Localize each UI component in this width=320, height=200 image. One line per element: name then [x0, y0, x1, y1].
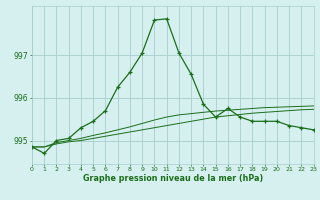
X-axis label: Graphe pression niveau de la mer (hPa): Graphe pression niveau de la mer (hPa): [83, 174, 263, 183]
